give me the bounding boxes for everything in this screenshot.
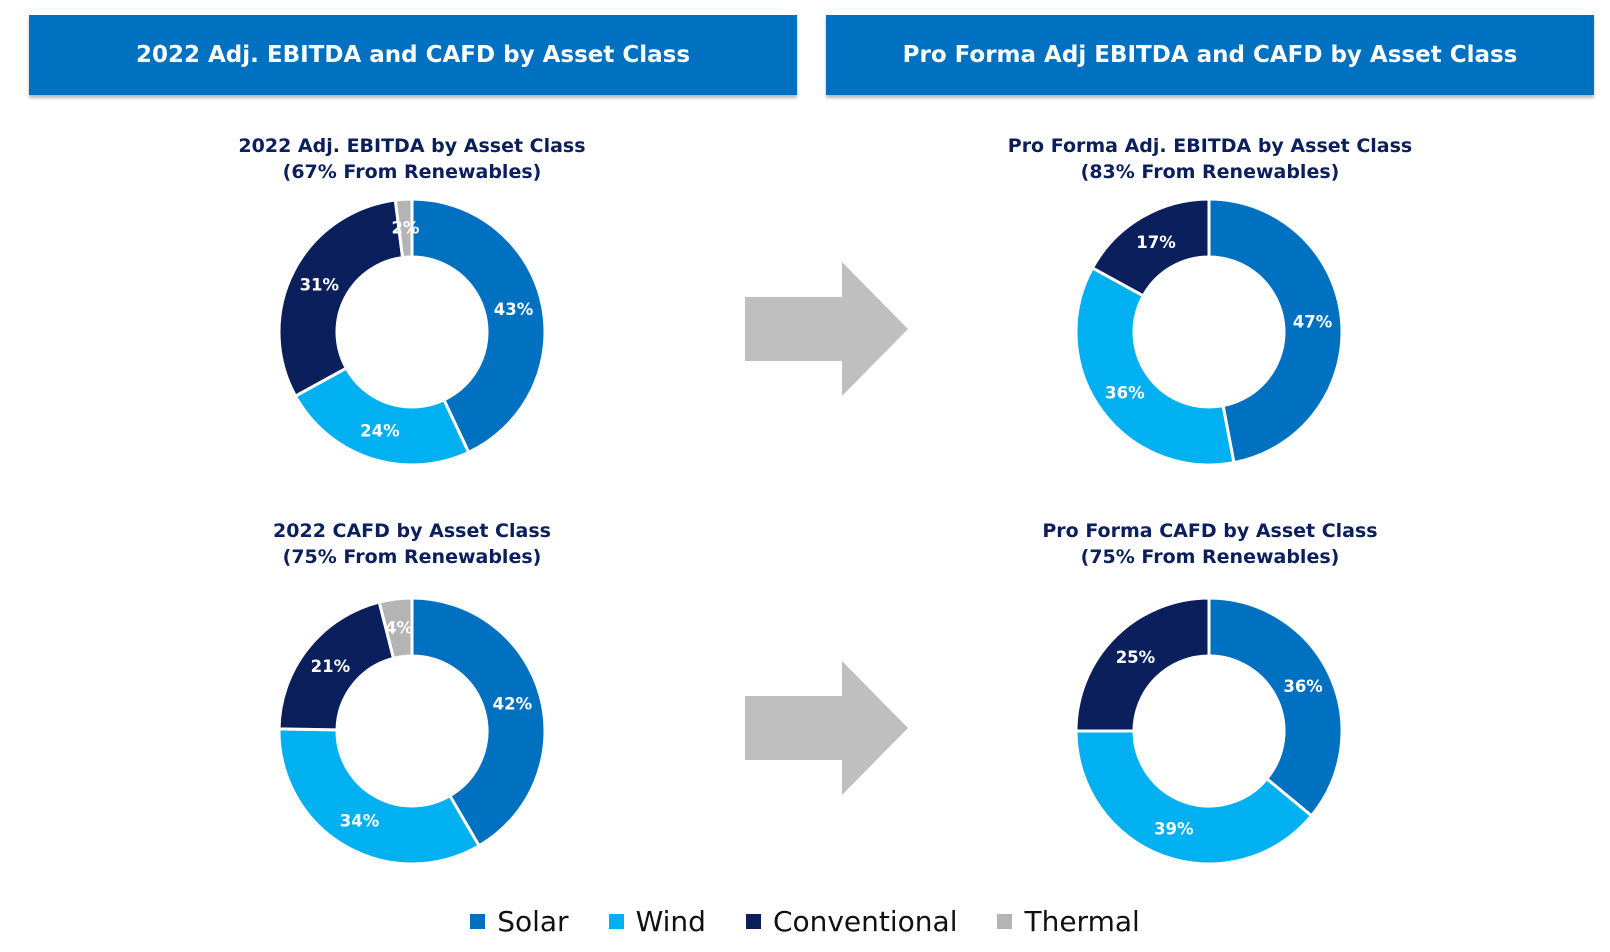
chart-title-pro-forma-ebitda: Pro Forma Adj. EBITDA by Asset Class (83… xyxy=(930,133,1490,185)
data-label-conventional: 17% xyxy=(1136,233,1176,252)
donut-slice-conventional xyxy=(277,600,396,732)
donut-slice-solar xyxy=(1207,197,1344,465)
chart-subtitle-text: (75% From Renewables) xyxy=(1080,546,1340,568)
legend-swatch xyxy=(997,914,1013,929)
legend-item-thermal: Thermal xyxy=(997,905,1140,938)
legend-label: Thermal xyxy=(1024,905,1140,938)
legend: Solar Wind Conventional Thermal xyxy=(0,905,1610,938)
chart-title-text: 2022 Adj. EBITDA by Asset Class xyxy=(238,135,586,157)
legend-label: Wind xyxy=(635,905,706,938)
donut-chart-2022-cafd: 42% 34% 21% 4% xyxy=(277,596,547,866)
chart-subtitle-text: (83% From Renewables) xyxy=(1080,161,1340,183)
legend-label: Conventional xyxy=(772,905,958,938)
chart-title-text: 2022 CAFD by Asset Class xyxy=(273,520,551,542)
donut-slice-wind xyxy=(277,727,482,866)
banner-pro-forma-title: Pro Forma Adj EBITDA and CAFD by Asset C… xyxy=(902,42,1518,68)
donut-slice-solar xyxy=(410,197,547,455)
data-label-solar: 42% xyxy=(493,694,533,713)
data-label-thermal: 4% xyxy=(385,618,413,637)
data-label-wind: 36% xyxy=(1105,384,1145,403)
legend-item-wind: Wind xyxy=(608,905,706,938)
legend-swatch xyxy=(745,914,761,929)
donut-slice-conventional xyxy=(277,198,405,399)
legend-label: Solar xyxy=(497,905,569,938)
banner-pro-forma: Pro Forma Adj EBITDA and CAFD by Asset C… xyxy=(826,15,1594,95)
right-arrow-icon xyxy=(745,262,908,396)
legend-swatch xyxy=(608,914,624,929)
chart-title-text: Pro Forma CAFD by Asset Class xyxy=(1042,520,1378,542)
legend-item-conventional: Conventional xyxy=(745,905,958,938)
donut-chart-2022-ebitda: 43% 24% 31% 2% xyxy=(277,197,547,467)
right-arrow-icon xyxy=(745,661,908,795)
banner-2022: 2022 Adj. EBITDA and CAFD by Asset Class xyxy=(29,15,797,95)
donut-chart-pro-forma-cafd: 36% 39% 25% xyxy=(1074,596,1344,866)
donut-slice-solar xyxy=(410,596,547,848)
donut-chart-pro-forma-ebitda: 47% 36% 17% xyxy=(1074,197,1344,467)
banner-2022-title: 2022 Adj. EBITDA and CAFD by Asset Class xyxy=(135,42,691,68)
data-label-thermal: 2% xyxy=(391,219,419,238)
donut-slice-solar xyxy=(1207,596,1344,818)
donut-slice-thermal xyxy=(377,596,414,661)
chart-title-pro-forma-cafd: Pro Forma CAFD by Asset Class (75% From … xyxy=(930,518,1490,570)
data-label-solar: 36% xyxy=(1283,677,1323,696)
data-label-wind: 34% xyxy=(340,811,380,830)
data-label-conventional: 25% xyxy=(1116,648,1156,667)
chart-title-text: Pro Forma Adj. EBITDA by Asset Class xyxy=(1007,135,1413,157)
data-label-wind: 39% xyxy=(1154,819,1194,838)
chart-title-2022-cafd: 2022 CAFD by Asset Class (75% From Renew… xyxy=(132,518,692,570)
data-label-solar: 43% xyxy=(494,300,534,319)
data-label-wind: 24% xyxy=(360,421,400,440)
legend-item-solar: Solar xyxy=(470,905,569,938)
data-label-conventional: 21% xyxy=(311,657,351,676)
donut-slice-wind xyxy=(1074,729,1314,866)
donut-slice-conventional xyxy=(1074,596,1211,733)
chart-subtitle-text: (75% From Renewables) xyxy=(282,546,542,568)
data-label-conventional: 31% xyxy=(300,275,340,294)
donut-slice-conventional xyxy=(1090,197,1211,298)
donut-slice-wind xyxy=(293,366,471,467)
legend-swatch xyxy=(470,914,486,929)
data-label-solar: 47% xyxy=(1293,313,1333,332)
donut-slice-wind xyxy=(1074,265,1236,467)
chart-subtitle-text: (67% From Renewables) xyxy=(282,161,542,183)
donut-slice-thermal xyxy=(393,197,414,260)
chart-title-2022-ebitda: 2022 Adj. EBITDA by Asset Class (67% Fro… xyxy=(132,133,692,185)
